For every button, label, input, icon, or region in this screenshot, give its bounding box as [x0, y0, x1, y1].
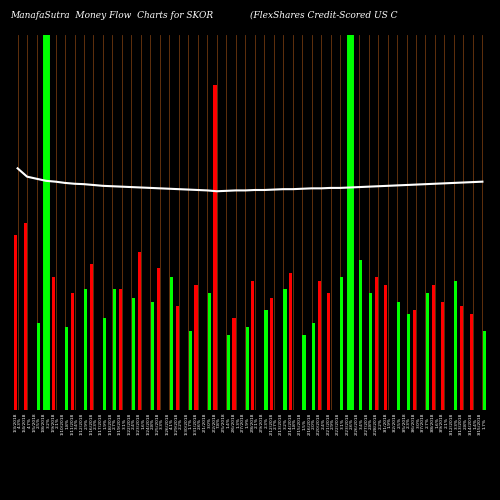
Bar [112, 289, 116, 410]
Bar [24, 222, 27, 410]
Bar [412, 310, 416, 410]
Bar [312, 322, 315, 410]
Bar [46, 264, 50, 410]
Bar [138, 252, 140, 410]
Bar [328, 294, 330, 410]
Bar [188, 331, 192, 410]
Bar [340, 276, 344, 410]
Bar [441, 302, 444, 410]
Bar [318, 281, 321, 410]
Text: (FlexShares Credit-Scored US C: (FlexShares Credit-Scored US C [250, 10, 398, 20]
Bar [252, 281, 254, 410]
Bar [374, 276, 378, 410]
Bar [264, 310, 268, 410]
Bar [170, 276, 172, 410]
Bar [482, 331, 486, 410]
Bar [208, 294, 210, 410]
Bar [384, 285, 388, 410]
Bar [214, 85, 216, 410]
Bar [470, 314, 472, 410]
Bar [132, 298, 135, 410]
Bar [432, 285, 434, 410]
Bar [290, 272, 292, 410]
Bar [150, 302, 154, 410]
Bar [14, 235, 18, 410]
Bar [454, 281, 458, 410]
Bar [103, 318, 106, 410]
Bar [84, 289, 87, 410]
Bar [369, 294, 372, 410]
Bar [350, 298, 353, 410]
Bar [270, 298, 274, 410]
Bar [426, 294, 429, 410]
Bar [246, 326, 248, 410]
Bar [90, 264, 93, 410]
Bar [460, 306, 463, 410]
Bar [118, 289, 122, 410]
Bar [52, 276, 56, 410]
Bar [284, 289, 286, 410]
Bar [226, 335, 230, 410]
Bar [360, 260, 362, 410]
Bar [37, 322, 40, 410]
Bar [398, 302, 400, 410]
Bar [176, 306, 178, 410]
Bar [66, 326, 68, 410]
Bar [156, 268, 160, 410]
Bar [232, 318, 235, 410]
Bar [407, 314, 410, 410]
Bar [71, 294, 74, 410]
Text: ManafaSutra  Money Flow  Charts for SKOR: ManafaSutra Money Flow Charts for SKOR [10, 10, 213, 20]
Bar [302, 335, 306, 410]
Bar [194, 285, 198, 410]
